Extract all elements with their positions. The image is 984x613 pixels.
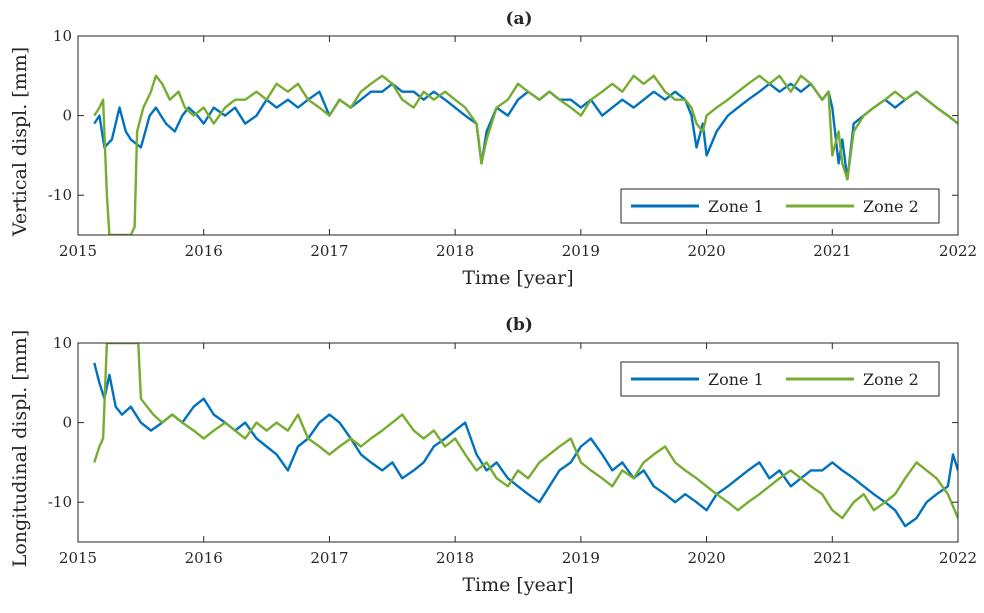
series-line-zone-2	[93, 343, 958, 520]
axes-box	[77, 35, 959, 236]
x-tick-label: 2016	[185, 242, 223, 260]
chart-title: (a)	[505, 9, 532, 29]
y-tick-label: 10	[53, 27, 72, 45]
y-tick-label: -10	[48, 186, 72, 204]
x-ticks: 2015 2016 2017 2018 2019 2020 2021 2022	[59, 343, 977, 567]
series-line-zone-2	[93, 74, 958, 235]
legend: Zone 1 Zone 2	[620, 361, 940, 397]
y-axis-label: Longitudinal displ. [mm]	[9, 330, 31, 568]
x-tick-label: 2018	[436, 242, 474, 260]
y-tick-label: -10	[48, 493, 72, 511]
chart-panel-b: (b) 2015 2016 2017 2018 2019 2020 2021 2022 -10…	[9, 315, 977, 596]
x-tick-label: 2022	[939, 549, 977, 567]
x-tick-label: 2019	[562, 242, 600, 260]
x-tick-label: 2022	[939, 242, 977, 260]
plot-lines	[93, 74, 958, 235]
x-tick-label: 2021	[813, 549, 851, 567]
x-tick-label: 2015	[59, 549, 97, 567]
legend: Zone 1 Zone 2	[620, 188, 940, 224]
y-tick-label: 10	[53, 334, 72, 352]
x-tick-label: 2018	[436, 549, 474, 567]
legend-label-zone-2: Zone 2	[863, 370, 919, 389]
x-tick-label: 2020	[687, 549, 725, 567]
x-tick-label: 2017	[310, 549, 348, 567]
x-tick-label: 2016	[185, 549, 223, 567]
y-ticks: -10 0 10	[48, 27, 958, 204]
legend-label-zone-1: Zone 1	[708, 197, 764, 216]
plot-lines	[93, 343, 958, 528]
y-axis-label: Vertical displ. [mm]	[9, 47, 31, 237]
legend-label-zone-1: Zone 1	[708, 370, 764, 389]
chart-title: (b)	[505, 315, 533, 335]
series-line-zone-1	[93, 362, 958, 528]
x-tick-label: 2015	[59, 242, 97, 260]
axes-box	[77, 342, 959, 543]
x-tick-label: 2019	[562, 549, 600, 567]
x-tick-label: 2020	[687, 242, 725, 260]
y-ticks: -10 0 10	[48, 334, 958, 511]
x-axis-label: Time [year]	[462, 267, 573, 289]
x-tick-label: 2021	[813, 242, 851, 260]
legend-label-zone-2: Zone 2	[863, 197, 919, 216]
x-ticks: 2015 2016 2017 2018 2019 2020 2021 2022	[59, 36, 977, 260]
x-axis-label: Time [year]	[462, 574, 573, 596]
x-tick-label: 2017	[310, 242, 348, 260]
chart-panel-a: (a) 2015 2016 2017 2018 2019 2020 2021 2022 -10…	[9, 9, 977, 289]
y-tick-label: 0	[62, 414, 72, 432]
y-tick-label: 0	[62, 107, 72, 125]
